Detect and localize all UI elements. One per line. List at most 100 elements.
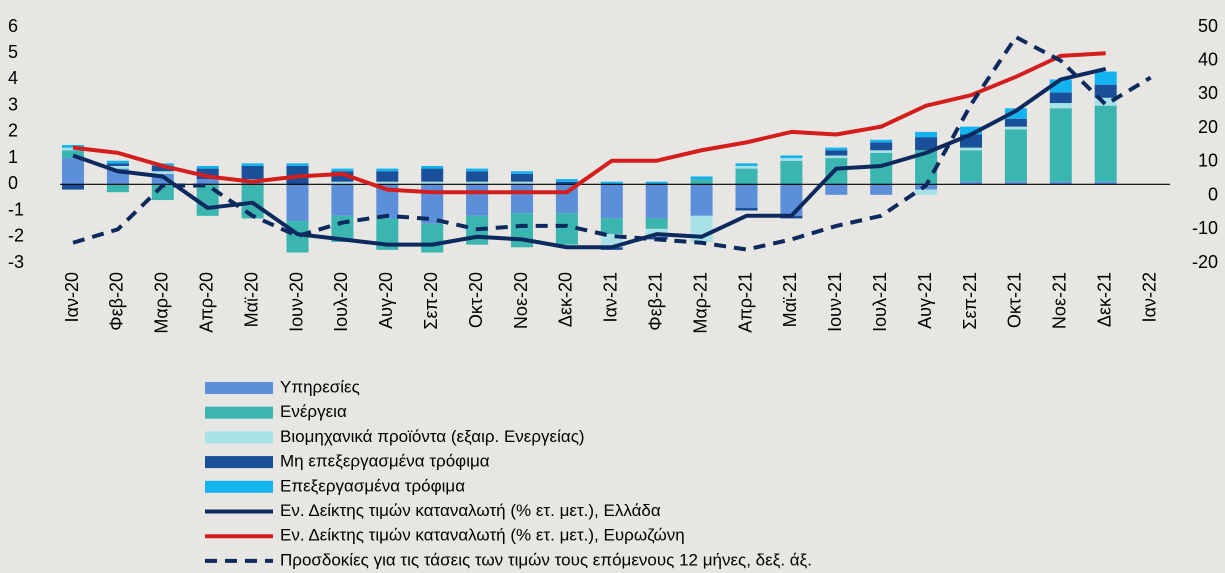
bar xyxy=(376,181,399,185)
x-tick-label: Ιαν-20 xyxy=(62,272,82,322)
bar xyxy=(151,173,174,185)
y-tick-label: 3 xyxy=(8,94,18,114)
bar xyxy=(421,181,444,185)
bar xyxy=(780,160,803,185)
bar xyxy=(421,223,444,253)
legend-swatch xyxy=(205,456,273,469)
legend-label: Υπηρεσίες xyxy=(280,377,360,396)
y-tick-label: 0 xyxy=(8,173,18,193)
bar xyxy=(511,171,533,174)
bar xyxy=(376,168,399,172)
bar xyxy=(62,145,84,148)
bar xyxy=(645,218,668,229)
legend-swatch xyxy=(205,406,273,419)
bar xyxy=(1004,108,1027,119)
bar xyxy=(466,181,489,185)
bar xyxy=(960,150,982,182)
x-tick-label: Ιουν-21 xyxy=(825,272,845,332)
x-tick-label: Οκτ-21 xyxy=(1005,272,1025,328)
bar xyxy=(421,165,444,169)
bar xyxy=(1049,92,1072,104)
y-tick-label: 6 xyxy=(8,16,18,36)
x-tick-label: Απρ-20 xyxy=(196,272,216,333)
x-tick-label: Ιουλ-21 xyxy=(870,272,890,332)
x-tick-label: Δεκ-21 xyxy=(1094,272,1114,327)
bar xyxy=(62,150,84,159)
bar xyxy=(511,181,533,185)
y2-tick-label: 0 xyxy=(1208,184,1218,204)
x-tick-label: Σεπ-20 xyxy=(421,272,441,330)
bar xyxy=(1094,97,1117,106)
bar xyxy=(106,184,129,193)
bar xyxy=(645,184,668,219)
bar xyxy=(1049,181,1072,185)
bar xyxy=(62,184,84,190)
legend-label: Επεξεργασμένα τρόφιμα xyxy=(280,476,465,495)
bar xyxy=(915,150,938,185)
bar xyxy=(780,184,803,216)
bar xyxy=(555,179,578,182)
bar xyxy=(466,168,489,172)
legend-label: Ενέργεια xyxy=(280,402,347,421)
bar xyxy=(196,168,219,180)
bar xyxy=(331,171,354,182)
line-series xyxy=(72,35,1152,252)
bar xyxy=(376,184,399,219)
bar xyxy=(286,184,309,222)
bar xyxy=(735,165,758,169)
x-tick-label: Νοε-21 xyxy=(1050,272,1070,329)
bar xyxy=(1094,105,1117,182)
bar xyxy=(690,184,713,216)
bar xyxy=(825,147,848,151)
bar xyxy=(600,181,623,185)
legend-label: Εν. Δείκτης τιμών καταναλωτή (% ετ. μετ.… xyxy=(280,526,685,545)
x-tick-label: Απρ-21 xyxy=(735,272,755,333)
x-tick-label: Ιαν-21 xyxy=(601,272,621,322)
x-tick-label: Φεβ-21 xyxy=(645,272,665,331)
bar xyxy=(331,168,354,172)
bar xyxy=(870,139,893,143)
bar xyxy=(555,181,578,185)
bar xyxy=(466,171,489,182)
bar xyxy=(511,173,533,182)
y-tick-label: 4 xyxy=(8,68,18,88)
legend-label: Μη επεξεργασμένα τρόφιμα xyxy=(280,452,490,471)
bar xyxy=(915,137,938,151)
bar xyxy=(241,165,264,180)
bar xyxy=(915,189,938,195)
bar xyxy=(511,184,533,214)
y2-tick-label: 40 xyxy=(1198,49,1218,69)
y2-tick-label: 30 xyxy=(1198,83,1218,103)
y-tick-label: 1 xyxy=(8,147,18,167)
bar xyxy=(1004,126,1027,130)
bar xyxy=(870,142,893,151)
bar xyxy=(735,207,758,211)
bar xyxy=(376,171,399,182)
bar xyxy=(870,184,893,195)
x-tick-label: Μαϊ-21 xyxy=(780,272,800,327)
legend-swatch xyxy=(205,480,273,493)
bar xyxy=(466,184,489,216)
y2-tick-label: 20 xyxy=(1198,117,1218,137)
bar xyxy=(960,181,982,185)
bar xyxy=(196,179,219,185)
x-tick-label: Μαϊ-20 xyxy=(241,272,261,327)
y-tick-label: -1 xyxy=(8,199,24,219)
bar xyxy=(331,181,354,185)
x-tick-label: Αυγ-20 xyxy=(376,272,396,329)
x-tick-label: Μαρ-21 xyxy=(690,272,710,334)
bar xyxy=(1049,108,1072,182)
bar xyxy=(1004,129,1027,182)
legend-label: Προσδοκίες για τις τάσεις των τιμών τους… xyxy=(280,550,812,569)
bar xyxy=(690,179,713,185)
line-series xyxy=(72,51,1106,195)
legend-label: Εν. Δείκτης τιμών καταναλωτή (% ετ. μετ.… xyxy=(280,501,661,520)
x-tick-label: Φεβ-20 xyxy=(107,272,127,331)
bar xyxy=(286,163,309,166)
bar xyxy=(151,171,174,174)
bar xyxy=(870,150,893,153)
x-tick-label: Οκτ-20 xyxy=(466,272,486,328)
bar xyxy=(690,176,713,180)
x-tick-label: Ιουλ-20 xyxy=(331,272,351,332)
